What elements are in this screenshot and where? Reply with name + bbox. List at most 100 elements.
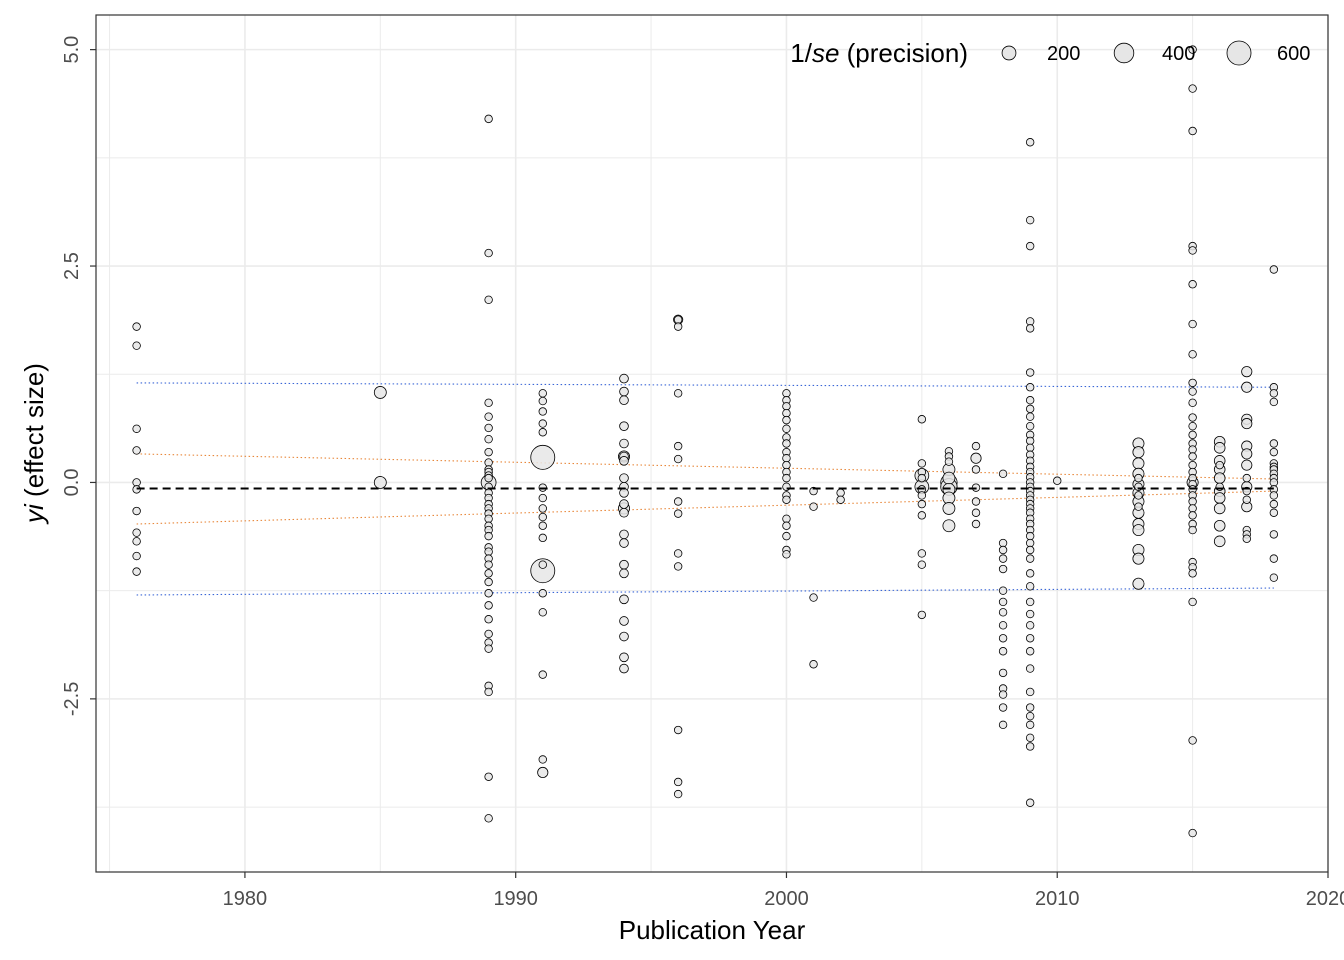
data-point: [782, 473, 791, 483]
x-tick-label: 1980: [223, 888, 268, 910]
data-point: [1188, 350, 1197, 359]
data-point: [619, 631, 629, 642]
regression-bands: [136, 382, 1274, 596]
data-point: [1213, 502, 1226, 515]
data-point: [484, 560, 493, 569]
data-point: [917, 499, 927, 509]
data-point: [1188, 569, 1197, 578]
data-point: [917, 491, 927, 500]
data-point: [484, 473, 493, 483]
data-point: [1242, 534, 1251, 543]
data-point: [1025, 531, 1035, 541]
data-point: [998, 647, 1008, 656]
data-point: [132, 341, 141, 350]
data-point: [998, 608, 1008, 617]
data-point: [917, 415, 927, 424]
data-point: [673, 562, 683, 571]
data-point: [998, 621, 1008, 630]
data-point: [1188, 246, 1197, 255]
data-point: [782, 402, 791, 411]
data-point: [538, 521, 547, 530]
data-point: [782, 454, 791, 463]
data-point: [1025, 621, 1035, 630]
data-point: [782, 439, 791, 448]
data-point: [1241, 459, 1253, 471]
data-point: [619, 488, 629, 498]
data-point: [1269, 499, 1279, 509]
data-point: [484, 615, 493, 624]
data-point: [971, 497, 981, 506]
data-point: [1269, 439, 1279, 448]
data-point: [998, 597, 1008, 607]
data-point: [1215, 460, 1224, 470]
data-point: [132, 567, 141, 576]
data-point: [673, 389, 683, 398]
data-point: [998, 564, 1008, 574]
data-point: [998, 634, 1008, 643]
data-point: [1025, 711, 1035, 721]
data-point: [1242, 473, 1251, 483]
x-axis-title: Publication Year: [619, 915, 806, 945]
data-point: [619, 559, 629, 570]
data-point: [1241, 448, 1253, 460]
data-point: [538, 589, 547, 598]
data-point: [538, 755, 547, 764]
data-point: [1269, 554, 1279, 563]
data-point: [484, 814, 493, 823]
data-point: [998, 703, 1008, 712]
data-point: [1025, 733, 1035, 743]
data-point: [1213, 535, 1226, 548]
data-point: [484, 114, 493, 124]
data-point: [1188, 378, 1197, 388]
data-point: [782, 409, 791, 418]
y-tick-label: 5.0: [61, 36, 83, 64]
data-point: [1025, 383, 1035, 392]
data-point: [1241, 366, 1253, 378]
data-point: [942, 471, 956, 485]
data-point: [1025, 421, 1035, 431]
data-point: [809, 502, 818, 511]
data-point: [809, 593, 818, 602]
data-point: [619, 568, 629, 579]
data-point: [673, 441, 683, 451]
data-point: [1025, 742, 1035, 751]
data-point: [1188, 398, 1197, 408]
data-point: [1025, 569, 1035, 578]
data-point: [836, 488, 845, 498]
data-point: [1132, 552, 1145, 565]
data-point: [917, 549, 927, 558]
data-point: [917, 511, 927, 520]
data-point: [1025, 582, 1035, 591]
data-point: [782, 495, 791, 504]
data-point: [971, 441, 981, 451]
data-point: [484, 248, 493, 258]
data-point: [673, 725, 683, 735]
data-point: [484, 589, 493, 598]
data-point: [1132, 457, 1145, 470]
data-point: [484, 629, 493, 639]
data-point: [1269, 389, 1279, 398]
y-tick-label: -2.5: [61, 682, 83, 716]
data-point: [619, 538, 629, 548]
data-point: [673, 509, 683, 518]
data-point: [970, 452, 982, 464]
data-point: [132, 506, 141, 516]
data-point: [1132, 577, 1145, 590]
data-point: [538, 512, 547, 522]
data-point: [971, 508, 981, 517]
data-point: [132, 424, 141, 433]
data-point: [1269, 265, 1279, 274]
data-point: [619, 473, 629, 483]
data-point: [538, 428, 547, 437]
data-point: [619, 507, 629, 518]
data-point: [1025, 597, 1035, 607]
data-point: [1025, 436, 1035, 446]
data-point: [132, 446, 141, 455]
data-point: [673, 322, 683, 331]
plot-panel-border: [95, 14, 1329, 873]
data-point: [484, 644, 493, 653]
data-point: [619, 652, 629, 663]
x-tick-label: 2020: [1306, 888, 1344, 910]
data-point: [538, 560, 547, 569]
